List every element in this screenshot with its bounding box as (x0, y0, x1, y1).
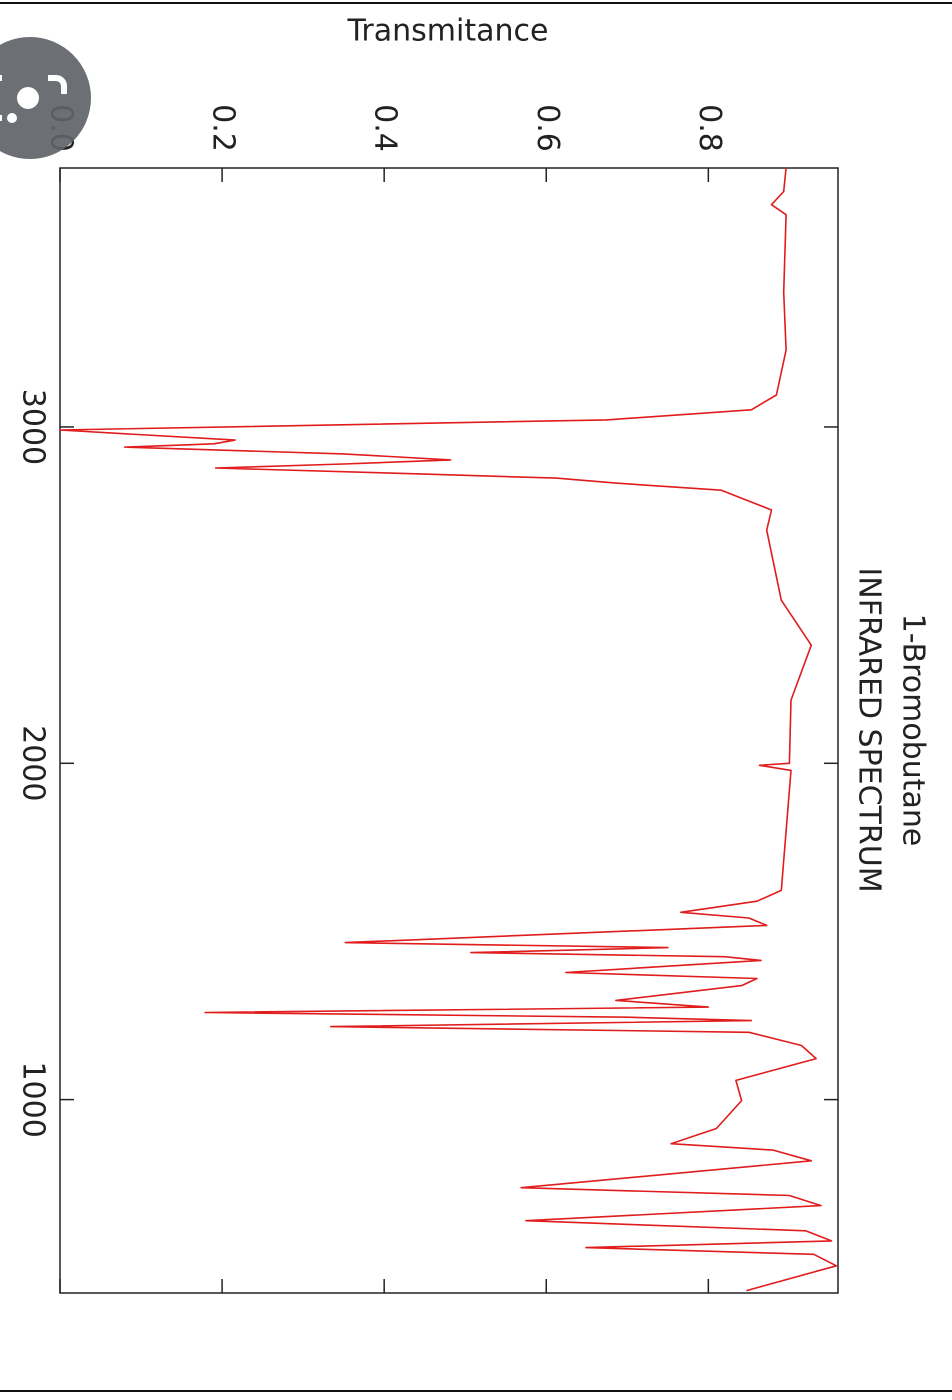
y-tick-label: 0.4 (368, 104, 403, 152)
x-tick-label: 3000 (16, 389, 51, 465)
chart-title: 1-Bromobutane (896, 614, 931, 847)
y-tick-label: 0.8 (692, 104, 727, 152)
y-axis-label: Transmitance (347, 14, 549, 49)
x-tick-label: 1000 (16, 1061, 51, 1137)
plot-frame (59, 167, 839, 1294)
y-tick-label: 0.2 (206, 104, 241, 152)
y-tick-label: 0.6 (530, 104, 565, 152)
lens-icon (0, 37, 91, 159)
spectrum-line (59, 167, 838, 1292)
chart-subtitle: INFRARED SPECTRUM (852, 567, 887, 892)
x-tick-label: 2000 (16, 725, 51, 801)
